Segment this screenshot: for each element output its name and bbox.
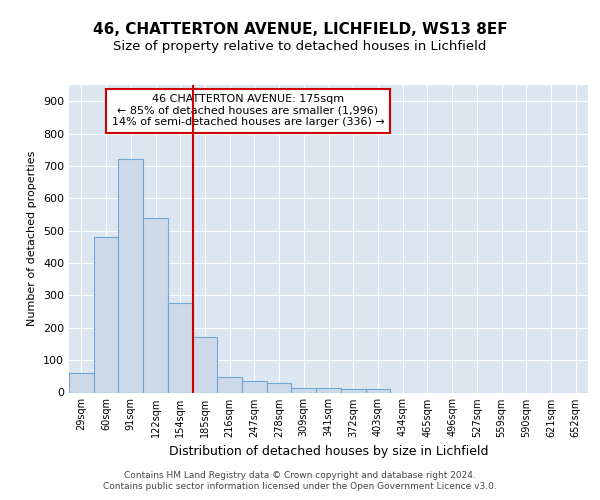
Bar	[292, 388, 316, 392]
Bar	[267, 383, 292, 392]
Bar	[193, 338, 217, 392]
Text: Size of property relative to detached houses in Lichfield: Size of property relative to detached ho…	[113, 40, 487, 53]
Bar	[168, 304, 193, 392]
Bar	[217, 378, 242, 392]
Bar	[365, 390, 390, 392]
Bar	[118, 160, 143, 392]
Text: 46 CHATTERTON AVENUE: 175sqm
← 85% of detached houses are smaller (1,996)
14% of: 46 CHATTERTON AVENUE: 175sqm ← 85% of de…	[112, 94, 385, 128]
Bar	[242, 381, 267, 392]
Bar	[341, 390, 365, 392]
Bar	[69, 373, 94, 392]
Text: 46, CHATTERTON AVENUE, LICHFIELD, WS13 8EF: 46, CHATTERTON AVENUE, LICHFIELD, WS13 8…	[92, 22, 508, 38]
X-axis label: Distribution of detached houses by size in Lichfield: Distribution of detached houses by size …	[169, 445, 488, 458]
Bar	[316, 388, 341, 392]
Bar	[94, 237, 118, 392]
Bar	[143, 218, 168, 392]
Text: Contains public sector information licensed under the Open Government Licence v3: Contains public sector information licen…	[103, 482, 497, 491]
Text: Contains HM Land Registry data © Crown copyright and database right 2024.: Contains HM Land Registry data © Crown c…	[124, 471, 476, 480]
Y-axis label: Number of detached properties: Number of detached properties	[28, 151, 37, 326]
